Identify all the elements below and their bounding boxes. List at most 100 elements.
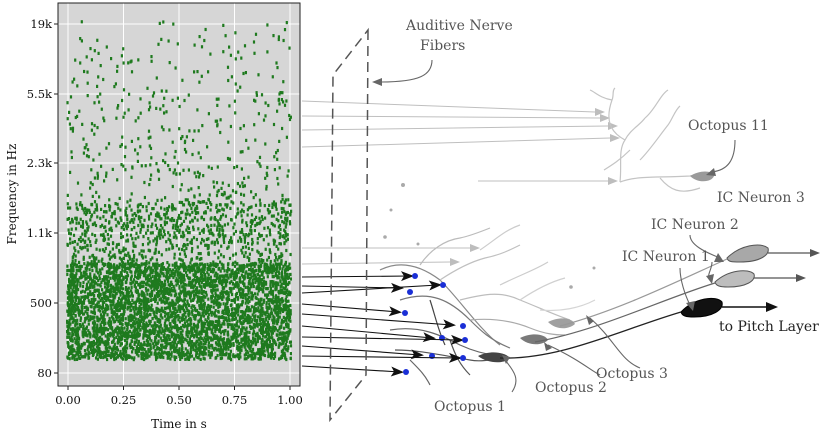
- spike-marker: [186, 349, 189, 353]
- spike-marker: [77, 301, 80, 305]
- spike-marker: [282, 100, 285, 104]
- spike-marker: [154, 218, 157, 222]
- spike-marker: [174, 316, 177, 320]
- spike-marker: [187, 202, 190, 206]
- spike-marker: [91, 254, 94, 258]
- spike-marker: [194, 210, 198, 214]
- spike-marker: [277, 247, 280, 251]
- spike-marker: [280, 284, 283, 288]
- spike-marker: [178, 284, 181, 288]
- spike-marker: [170, 270, 173, 274]
- spike-marker: [264, 268, 267, 272]
- spike-marker: [150, 303, 153, 307]
- spike-marker: [84, 212, 88, 216]
- spike-marker: [245, 270, 248, 274]
- spike-marker: [84, 245, 87, 249]
- spike-marker: [126, 224, 129, 228]
- spike-marker: [241, 329, 244, 333]
- spike-marker: [148, 313, 151, 317]
- spike-marker: [286, 336, 289, 340]
- spike-marker: [221, 314, 224, 319]
- spike-marker: [79, 235, 82, 240]
- spike-marker: [249, 282, 252, 286]
- spike-marker: [218, 230, 221, 234]
- spike-marker: [240, 248, 243, 252]
- spike-marker: [111, 333, 114, 337]
- spike-marker: [208, 193, 211, 197]
- spike-marker: [178, 295, 181, 299]
- spike-marker: [152, 263, 155, 267]
- spike-marker: [83, 320, 86, 324]
- spike-marker: [79, 281, 82, 285]
- spike-marker: [258, 209, 261, 213]
- spike-marker: [134, 148, 137, 152]
- spike-marker: [102, 116, 105, 120]
- spike-marker: [211, 322, 214, 327]
- spike-marker: [91, 311, 94, 315]
- spike-marker: [89, 243, 92, 248]
- spike-marker: [258, 269, 261, 273]
- spike-marker: [174, 337, 178, 341]
- spike-marker: [135, 262, 138, 266]
- spike-marker: [75, 285, 79, 289]
- spike-marker: [142, 296, 146, 300]
- spike-marker: [185, 333, 188, 337]
- spike-marker: [93, 275, 96, 279]
- spike-marker: [126, 239, 130, 243]
- spike-marker: [278, 272, 281, 276]
- spike-marker: [285, 325, 288, 329]
- spike-marker: [68, 335, 71, 339]
- spike-marker: [96, 38, 99, 42]
- spike-marker: [82, 325, 85, 329]
- spike-marker: [204, 333, 207, 338]
- spike-marker: [79, 217, 82, 221]
- spike-marker: [270, 311, 274, 315]
- spike-marker: [237, 334, 240, 338]
- spike-marker: [232, 299, 235, 303]
- spike-marker: [257, 281, 260, 285]
- spike-marker: [68, 282, 71, 286]
- spike-marker: [93, 176, 96, 180]
- spike-marker: [130, 175, 133, 179]
- spike-marker: [288, 262, 291, 266]
- spike-marker: [202, 239, 205, 243]
- spike-marker: [134, 327, 137, 332]
- spike-marker: [287, 299, 290, 303]
- spike-marker: [86, 314, 90, 318]
- spike-marker: [85, 325, 88, 329]
- spike-marker: [159, 224, 163, 228]
- spike-marker: [155, 162, 158, 166]
- spike-marker: [186, 299, 189, 303]
- spike-marker: [227, 297, 231, 301]
- spike-marker: [181, 264, 184, 268]
- spike-marker: [76, 357, 79, 361]
- spike-marker: [99, 313, 103, 317]
- spike-marker: [96, 353, 99, 357]
- spike-marker: [82, 151, 85, 155]
- spike-marker: [209, 208, 212, 212]
- spike-marker: [103, 323, 106, 327]
- spike-marker: [259, 319, 262, 323]
- spike-marker: [155, 76, 158, 80]
- spike-marker: [153, 288, 156, 292]
- spike-marker: [125, 277, 128, 281]
- spike-marker: [96, 323, 99, 327]
- spike-marker: [143, 218, 146, 222]
- spike-marker: [114, 82, 117, 86]
- spike-marker: [183, 249, 186, 253]
- spike-marker: [289, 357, 292, 361]
- spike-marker: [259, 357, 262, 361]
- spike-marker: [232, 332, 235, 336]
- spike-marker: [160, 339, 163, 343]
- spike-marker: [187, 93, 190, 97]
- spike-marker: [267, 306, 271, 310]
- spike-marker: [116, 333, 119, 337]
- spike-marker: [107, 337, 110, 341]
- spike-marker: [147, 299, 150, 303]
- spike-marker: [281, 210, 284, 214]
- spike-marker: [100, 207, 103, 211]
- spike-marker: [200, 257, 203, 261]
- spike-marker: [77, 238, 81, 242]
- spike-marker: [66, 243, 69, 247]
- spike-marker: [140, 269, 143, 273]
